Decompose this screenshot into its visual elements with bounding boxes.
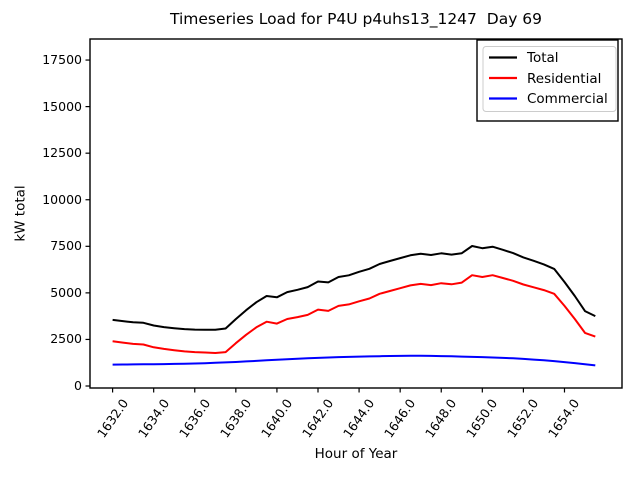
legend-label-total: Total bbox=[527, 50, 559, 66]
legend-label-commercial: Commercial bbox=[527, 91, 608, 107]
x-axis-label: Hour of Year bbox=[314, 446, 398, 462]
legend-inner-box bbox=[482, 46, 617, 112]
series-line-residential bbox=[112, 274, 596, 354]
y-tick-label: 0 bbox=[74, 378, 82, 393]
y-tick-label: 12500 bbox=[42, 145, 82, 161]
y-tick-label: 17500 bbox=[42, 52, 82, 68]
y-tick-label: 5000 bbox=[50, 284, 82, 300]
axes-spines bbox=[89, 38, 623, 389]
series-line-total bbox=[112, 245, 596, 331]
y-tick-label: 15000 bbox=[42, 98, 82, 114]
y-tick-label: 2500 bbox=[50, 331, 82, 347]
y-tick-label: 10000 bbox=[42, 191, 82, 207]
chart-title: Timeseries Load for P4U p4uhs13_1247 Day… bbox=[169, 10, 543, 28]
y-axis-label: kW total bbox=[12, 185, 29, 242]
legend-label-residential: Residential bbox=[527, 70, 602, 87]
series-line-commercial bbox=[112, 354, 596, 367]
y-tick-label: 7500 bbox=[50, 238, 82, 254]
